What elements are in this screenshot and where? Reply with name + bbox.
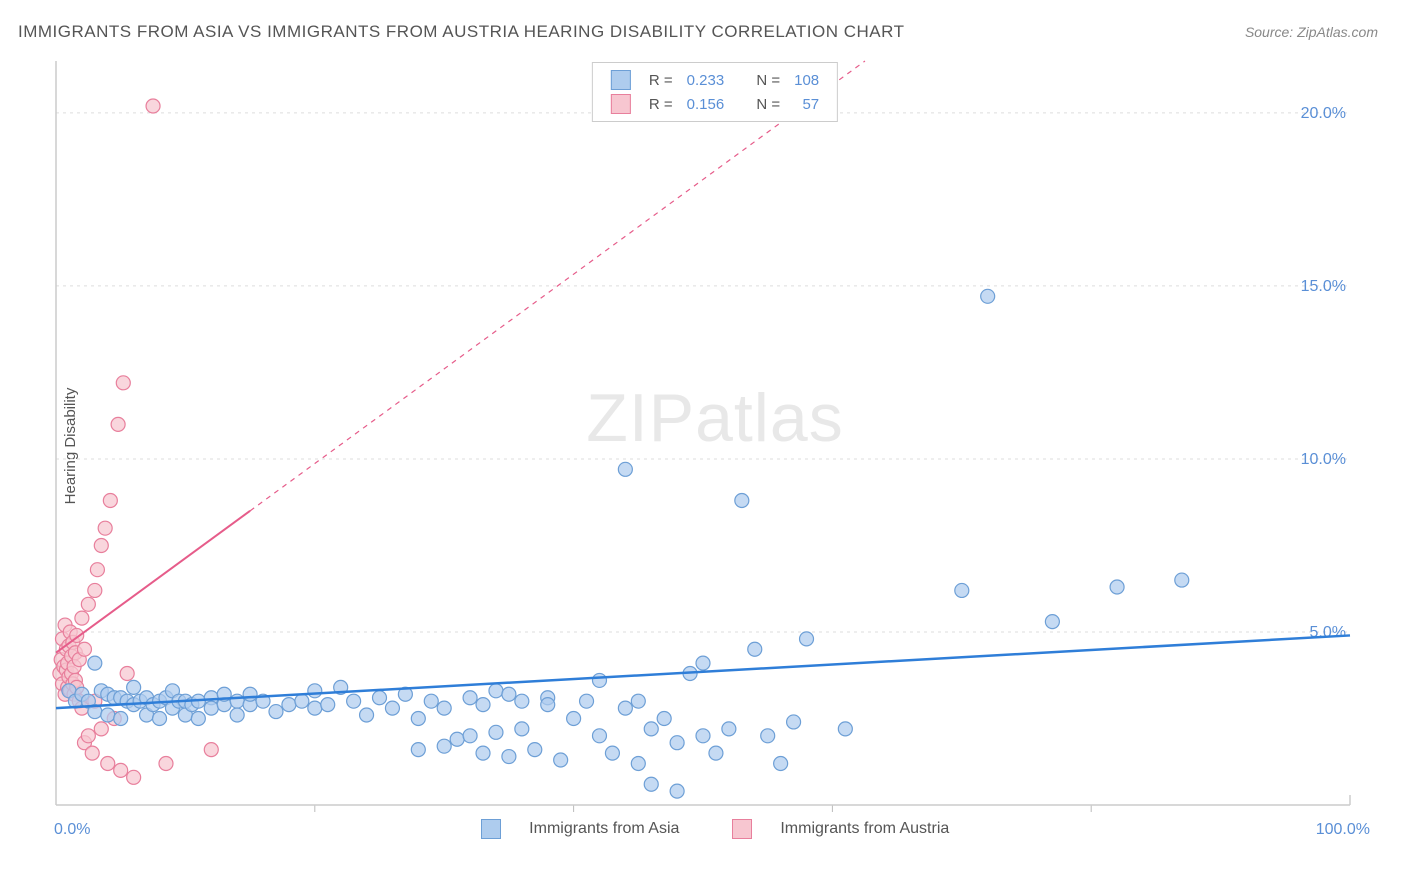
- x-axis-max-label: 100.0%: [1316, 821, 1370, 839]
- swatch-asia: [611, 70, 631, 90]
- chart-svg: 5.0%10.0%15.0%20.0%: [50, 55, 1380, 845]
- r-label: R =: [643, 93, 679, 115]
- swatch-asia-icon: [481, 819, 501, 839]
- n-value-asia: 108: [788, 69, 825, 91]
- legend-label-austria: Immigrants from Austria: [780, 820, 949, 837]
- source-attribution: Source: ZipAtlas.com: [1245, 24, 1378, 40]
- r-value-austria: 0.156: [681, 93, 731, 115]
- chart-title: IMMIGRANTS FROM ASIA VS IMMIGRANTS FROM …: [18, 22, 904, 42]
- legend-row-austria: R = 0.156 N = 57: [605, 93, 825, 115]
- legend-item-austria: Immigrants from Austria: [720, 820, 961, 837]
- n-label: N =: [750, 69, 786, 91]
- r-label: R =: [643, 69, 679, 91]
- swatch-austria-icon: [732, 819, 752, 839]
- legend-item-asia: Immigrants from Asia: [469, 820, 696, 837]
- x-axis-min-label: 0.0%: [54, 821, 90, 839]
- legend-stats: R = 0.233 N = 108 R = 0.156 N = 57: [592, 62, 838, 122]
- legend-bottom: Immigrants from Asia Immigrants from Aus…: [50, 819, 1380, 839]
- svg-text:20.0%: 20.0%: [1301, 105, 1346, 122]
- n-label: N =: [750, 93, 786, 115]
- swatch-austria: [611, 94, 631, 114]
- svg-text:15.0%: 15.0%: [1301, 278, 1346, 295]
- r-value-asia: 0.233: [681, 69, 731, 91]
- svg-text:10.0%: 10.0%: [1301, 451, 1346, 468]
- scatter-plot: 5.0%10.0%15.0%20.0% ZIPatlas R = 0.233 N…: [50, 55, 1380, 845]
- legend-row-asia: R = 0.233 N = 108: [605, 69, 825, 91]
- n-value-austria: 57: [788, 93, 825, 115]
- legend-label-asia: Immigrants from Asia: [529, 820, 679, 837]
